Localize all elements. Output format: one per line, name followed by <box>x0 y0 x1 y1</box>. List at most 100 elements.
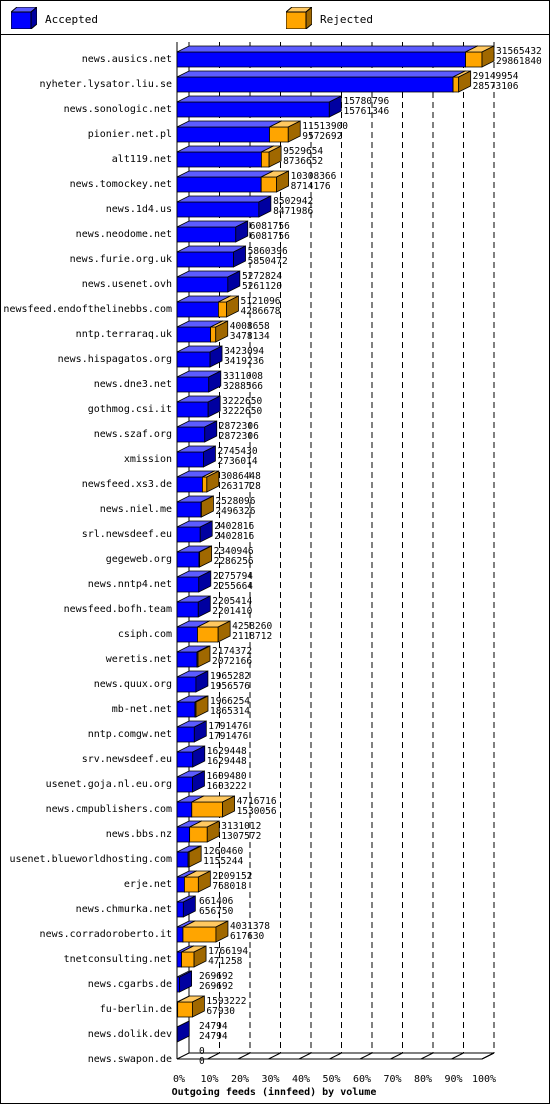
value-label-accepted: 768018 <box>212 881 247 892</box>
bar-accepted-front <box>176 851 189 868</box>
category-label: news.dolik.dev <box>88 1029 172 1040</box>
legend-label-accepted: Accepted <box>45 13 98 26</box>
bar-accepted-top <box>176 45 478 53</box>
bar-rejected-front <box>189 826 208 843</box>
x-tick-label: 80% <box>414 1074 432 1085</box>
bar-accepted-side <box>195 670 209 693</box>
bar-accepted-top <box>176 145 274 153</box>
value-label-total: 3222650 <box>222 396 262 407</box>
category-label: news.cmpublishers.com <box>46 804 172 815</box>
value-label-accepted: 1956576 <box>210 681 250 692</box>
value-label-accepted: 6081756 <box>250 231 290 242</box>
category-label: tnetconsulting.net <box>64 954 172 965</box>
value-label-accepted: 8714176 <box>291 181 331 192</box>
bar-rejected-front <box>218 301 227 318</box>
bar-accepted-top <box>176 70 466 78</box>
bar-accepted-side <box>182 895 196 918</box>
value-label-total: 5121096 <box>240 296 280 307</box>
value-label-total: 4716716 <box>237 796 277 807</box>
bar-accepted-front <box>176 651 198 668</box>
bar-accepted-front <box>176 401 209 418</box>
x-tick-label: 40% <box>292 1074 310 1085</box>
bar-accepted-side <box>179 970 193 993</box>
bar-rejected-side <box>195 695 209 718</box>
bar-accepted-front <box>176 201 260 218</box>
bar-rejected-front <box>182 926 217 943</box>
bar-accepted-front <box>176 376 210 393</box>
category-label: mb-net.net <box>112 704 172 715</box>
value-label-accepted: 471258 <box>208 956 243 967</box>
floor-tick <box>207 1052 220 1060</box>
bar-rejected-side <box>197 645 211 668</box>
bar-accepted-side <box>199 520 213 543</box>
bar-rejected-side <box>191 995 205 1018</box>
bar-accepted-front <box>176 676 197 693</box>
value-label-accepted: 2496326 <box>215 506 255 517</box>
bar-rejected-side <box>197 870 211 893</box>
value-label-total: 3131012 <box>221 821 261 832</box>
bar-accepted-top <box>176 120 282 128</box>
value-label-total: 11513900 <box>302 121 348 132</box>
value-label-total: 6081756 <box>250 221 290 232</box>
bar-accepted-front <box>176 951 182 968</box>
x-tick-label: 30% <box>261 1074 279 1085</box>
bar-accepted-side <box>204 420 218 443</box>
value-label-total: 5860396 <box>248 246 288 257</box>
value-label-total: 24794 <box>199 1021 228 1032</box>
value-label-total: 2209152 <box>212 871 252 882</box>
value-label-total: 5272824 <box>242 271 282 282</box>
bar-rejected-front <box>191 801 223 818</box>
bar-rejected-side <box>276 170 290 193</box>
category-label: usenet.blueworldhosting.com <box>9 854 172 865</box>
value-label-total: 3086448 <box>221 471 261 482</box>
bar-accepted-side <box>203 445 216 468</box>
category-label: erje.net <box>124 879 172 890</box>
x-axis-end <box>481 1052 495 1060</box>
bar-rejected-side <box>215 320 229 343</box>
bar-rejected-front <box>184 876 199 893</box>
value-label-total: 1609480 <box>207 771 247 782</box>
bar-accepted-front <box>176 301 219 318</box>
bar-rejected-front <box>177 1001 193 1018</box>
category-label: news.cgarbs.de <box>88 979 172 990</box>
bar-accepted-side <box>176 1020 190 1043</box>
value-label-accepted: 269692 <box>199 981 233 992</box>
value-label-accepted: 4286678 <box>240 306 280 317</box>
category-label: nntp.comgw.net <box>88 729 172 740</box>
category-label: gegeweb.org <box>106 554 172 565</box>
bar-rejected-front <box>261 151 270 168</box>
value-label-total: 0 <box>199 1046 205 1057</box>
bar-accepted-front <box>176 901 184 918</box>
bar-accepted-top <box>176 95 342 103</box>
x-tick-label: 10% <box>200 1074 218 1085</box>
category-label: news.szaf.org <box>94 429 172 440</box>
value-label-accepted: 0 <box>199 1056 205 1067</box>
value-label-total: 2745430 <box>218 446 258 457</box>
value-label-total: 1260460 <box>203 846 243 857</box>
value-label-total: 3423094 <box>224 346 264 357</box>
bar-accepted-side <box>198 570 212 593</box>
bar-accepted-side <box>227 270 241 293</box>
bar-rejected-side <box>206 470 220 493</box>
category-label: news.tomockey.net <box>70 179 172 190</box>
value-label-accepted: 2255664 <box>213 581 253 592</box>
category-label: news.swapon.de <box>88 1054 172 1065</box>
accepted-swatch <box>11 7 37 29</box>
value-label-total: 10308366 <box>291 171 337 182</box>
floor-tick <box>390 1052 403 1060</box>
x-tick-label: 20% <box>231 1074 249 1085</box>
value-label-accepted: 3419236 <box>224 356 264 367</box>
floor-tick <box>420 1052 434 1060</box>
bar-accepted-front <box>176 476 203 493</box>
floor-tick <box>359 1052 373 1060</box>
bar-rejected-front <box>260 176 278 193</box>
bar-accepted-front <box>176 451 204 468</box>
bar-accepted-front <box>176 876 185 893</box>
x-tick-label: 0% <box>173 1074 185 1085</box>
value-label-total: 4258260 <box>232 621 272 632</box>
x-axis-title: Outgoing feeds (innfeed) by volume <box>172 1086 377 1098</box>
bar-accepted-front <box>176 351 211 368</box>
bar-accepted-front <box>176 126 270 143</box>
value-label-accepted: 617630 <box>230 931 265 942</box>
